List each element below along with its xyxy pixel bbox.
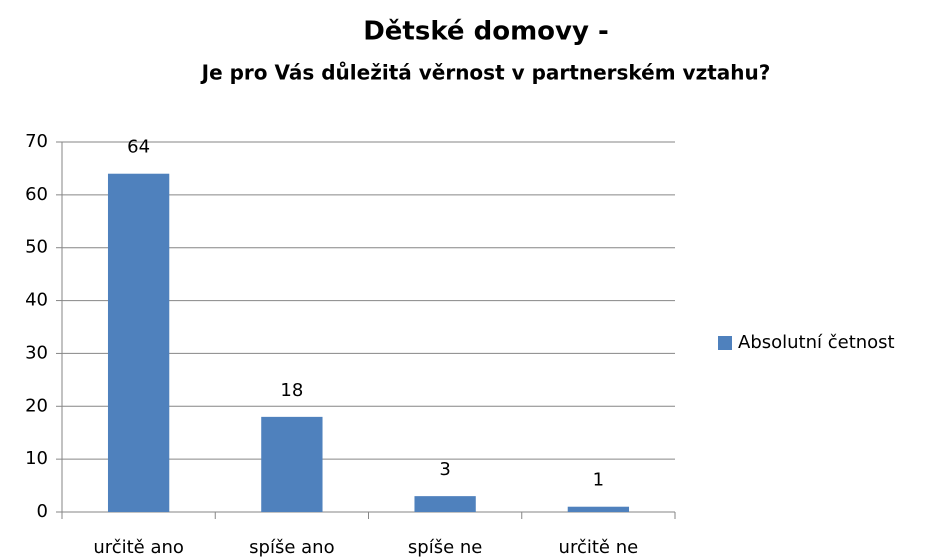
chart-title: Dětské domovy - bbox=[363, 17, 609, 47]
legend-label: Absolutní četnost bbox=[738, 332, 895, 353]
data-label: 18 bbox=[280, 380, 303, 401]
y-tick-label: 40 bbox=[25, 290, 48, 311]
legend-swatch bbox=[718, 336, 732, 350]
y-tick-label: 20 bbox=[25, 395, 48, 416]
y-tick-label: 70 bbox=[25, 131, 48, 152]
y-tick-label: 0 bbox=[37, 501, 48, 522]
y-tick-label: 60 bbox=[25, 184, 48, 205]
data-label: 64 bbox=[127, 137, 150, 158]
y-tick-label: 30 bbox=[25, 342, 48, 363]
bar bbox=[261, 416, 323, 512]
y-tick-label: 50 bbox=[25, 237, 48, 258]
data-label: 3 bbox=[439, 459, 450, 480]
x-tick-label: určitě ne bbox=[559, 537, 639, 558]
data-label: 1 bbox=[593, 470, 604, 491]
bar bbox=[107, 173, 170, 512]
bar bbox=[567, 506, 630, 512]
y-tick-label: 10 bbox=[25, 448, 48, 469]
chart-subtitle: Je pro Vás důležitá věrnost v partnerské… bbox=[200, 61, 771, 85]
x-tick-label: spíše ano bbox=[249, 537, 334, 558]
bar bbox=[414, 496, 476, 512]
x-tick-label: určitě ano bbox=[93, 537, 184, 558]
x-tick-label: spíše ne bbox=[408, 537, 482, 558]
